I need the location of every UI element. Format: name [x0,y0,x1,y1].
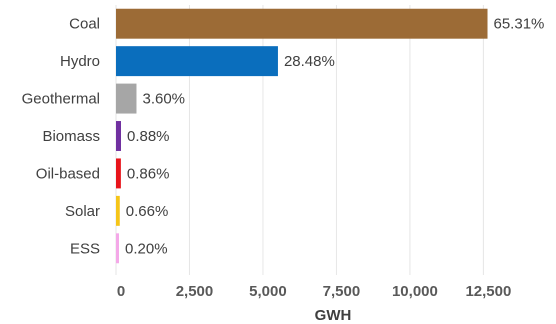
x-tick-label: 12,500 [465,283,511,300]
data-label: 28.48% [284,53,335,70]
y-tick-label: Oil-based [36,165,100,182]
data-label: 3.60% [142,91,185,108]
x-tick-label: 0 [117,283,125,300]
y-tick-label: Geothermal [22,91,100,108]
y-tick-label: Solar [65,203,100,220]
x-tick-label: 7,500 [323,283,361,300]
x-tick-label: 2,500 [176,283,214,300]
y-tick-label: ESS [70,240,100,257]
bar [116,8,488,39]
x-axis-label: GWH [315,307,352,324]
x-tick-label: 5,000 [249,283,287,300]
bar [116,158,121,189]
x-tick-label: 10,000 [392,283,438,300]
data-label: 0.86% [127,165,170,182]
y-tick-label: Hydro [60,53,100,70]
bar [116,83,137,114]
bar [116,46,278,77]
bar [116,233,119,264]
bar [116,121,121,151]
data-label: 65.31% [494,16,545,33]
bar [116,195,120,226]
y-tick-label: Biomass [42,128,100,145]
data-label: 0.20% [125,240,168,257]
data-label: 0.88% [127,128,170,145]
y-tick-label: Coal [69,16,100,33]
data-label: 0.66% [126,203,169,220]
